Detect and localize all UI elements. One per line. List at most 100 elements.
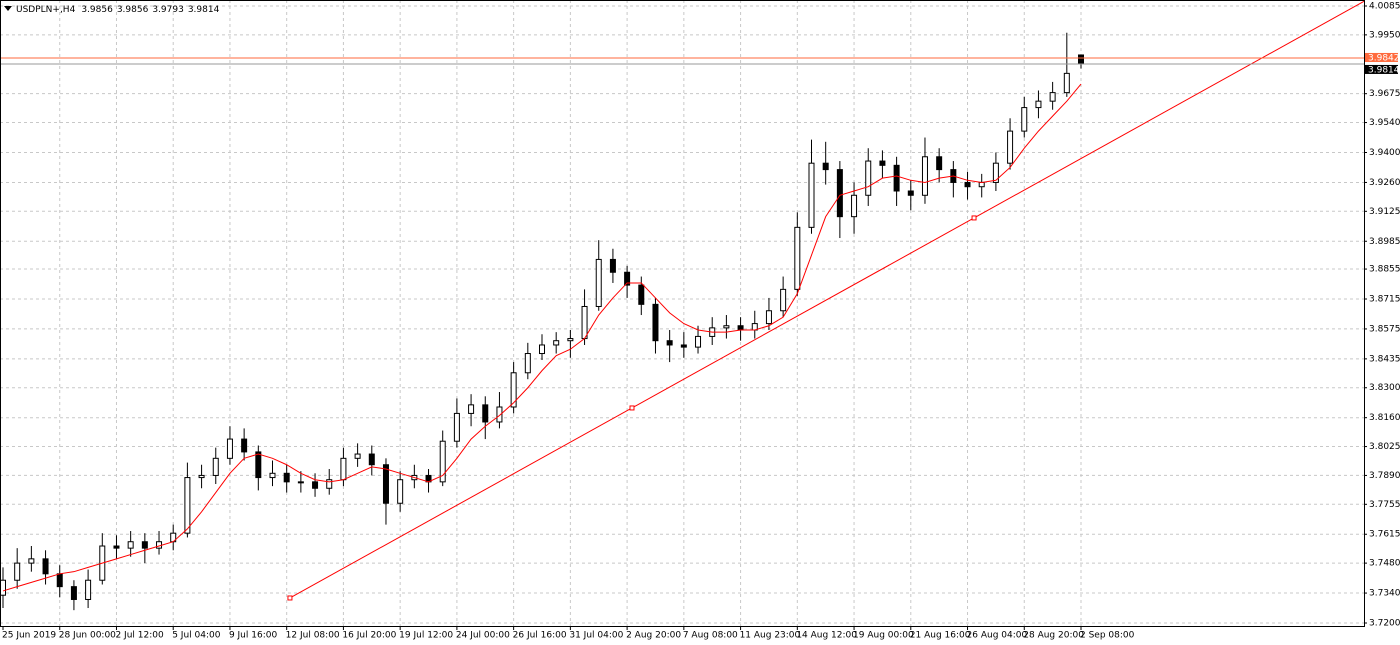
y-tick-label: 3.9540 (1369, 118, 1400, 128)
bid-label: 3.9814 (1368, 65, 1400, 75)
trendline-anchor (287, 595, 293, 601)
candle-body (851, 194, 858, 218)
trendline-anchor (971, 215, 977, 221)
candle-body (723, 325, 730, 329)
y-tick-label: 3.9125 (1369, 207, 1400, 217)
x-tick-label: 7 Aug 08:00 (683, 631, 738, 641)
x-tick-label: 28 Jun 00:00 (59, 631, 116, 641)
candle-body (0, 579, 6, 596)
y-tick-label: 3.7340 (1369, 589, 1400, 599)
x-tick-label: 31 Jul 04:00 (569, 631, 623, 641)
candle-body (836, 169, 843, 218)
symbol: USDPLN+,H4 (16, 5, 76, 15)
header-low: 3.9793 (152, 5, 184, 15)
candle-body (28, 558, 35, 564)
ask-label: 3.9842 (1368, 53, 1400, 63)
header-high: 3.9856 (117, 5, 149, 15)
y-tick-label: 3.8855 (1369, 265, 1400, 275)
candle-body (269, 472, 276, 479)
y-tick-label: 3.7755 (1369, 500, 1400, 510)
y-tick-label: 3.9675 (1369, 89, 1400, 99)
y-tick-label: 3.8985 (1369, 237, 1400, 247)
candle-body (226, 438, 233, 459)
candle-body (936, 156, 943, 171)
candle-body (312, 481, 319, 489)
candle-body (978, 181, 985, 188)
candle-body (808, 162, 815, 228)
moving-average (2, 83, 1082, 592)
y-tick-label: 3.7890 (1369, 471, 1400, 481)
y-tick-label: 3.8575 (1369, 324, 1400, 334)
x-tick-label: 14 Aug 12:00 (796, 631, 857, 641)
x-tick-label: 28 Aug 20:00 (1023, 631, 1084, 641)
y-tick-label: 3.9400 (1369, 148, 1400, 158)
candle-body (581, 305, 588, 340)
candle-body (666, 340, 673, 346)
y-tick-label: 3.8300 (1369, 383, 1400, 393)
candle-body (113, 545, 120, 549)
candle-body (695, 335, 702, 348)
x-tick-label: 24 Jul 00:00 (456, 631, 510, 641)
y-tick-label: 3.9950 (1369, 30, 1400, 40)
candle-body (496, 406, 503, 423)
candle-body (42, 558, 49, 575)
candle-body (482, 404, 489, 423)
candle-body (382, 464, 389, 504)
candle-body (780, 288, 787, 312)
candle-body (14, 562, 21, 581)
candle-body (595, 258, 602, 307)
candle-body (1063, 72, 1070, 94)
candle-body (141, 541, 148, 549)
candle-body (921, 156, 928, 196)
candle-body (609, 258, 616, 273)
candle-body (255, 451, 262, 479)
candle-body (439, 440, 446, 483)
candle-body (652, 303, 659, 342)
y-tick-label: 3.8435 (1369, 354, 1400, 364)
candle-body (340, 457, 347, 481)
candle-body (198, 474, 205, 479)
header-icon (4, 6, 12, 11)
trendline-midpoint (629, 405, 635, 411)
candle-body (297, 481, 304, 484)
candle-body (638, 284, 645, 305)
grid (0, 0, 1364, 626)
candle-body (212, 457, 219, 476)
candle-body (70, 586, 77, 600)
trendline (289, 0, 1365, 599)
candle-body (453, 412, 460, 442)
y-tick-label: 3.8160 (1369, 413, 1400, 423)
candle-body (624, 271, 631, 286)
x-tick-label: 9 Jul 16:00 (229, 631, 278, 641)
plot-frame (0, 0, 1365, 627)
candle-body (992, 162, 999, 183)
y-tick-label: 3.7615 (1369, 530, 1400, 540)
marks (0, 0, 1365, 611)
candle-body (680, 344, 687, 348)
y-tick-label: 3.9260 (1369, 178, 1400, 188)
candle-body (85, 579, 92, 600)
candle-body (368, 453, 375, 466)
header-open: 3.9856 (81, 5, 113, 15)
candle-body (553, 340, 560, 346)
candle-body (737, 325, 744, 331)
candle-body (56, 573, 63, 588)
x-tick-label: 19 Jul 12:00 (399, 631, 453, 641)
header-close: 3.9814 (188, 5, 220, 15)
candle-body (326, 479, 333, 489)
candle-body (468, 404, 475, 414)
x-tick-label: 2 Jul 12:00 (115, 631, 164, 641)
candle-body (524, 353, 531, 374)
x-tick-label: 26 Jul 16:00 (513, 631, 567, 641)
x-tick-label: 2 Sep 08:00 (1080, 631, 1135, 641)
x-tick-label: 5 Jul 04:00 (172, 631, 221, 641)
candle-body (1035, 100, 1042, 109)
candle-body (184, 477, 191, 534)
x-tick-label: 26 Aug 04:00 (967, 631, 1028, 641)
candle-body (510, 372, 517, 408)
candle-body (1078, 54, 1084, 65)
y-tick-label: 3.8715 (1369, 294, 1400, 304)
candle-body (1049, 92, 1056, 102)
